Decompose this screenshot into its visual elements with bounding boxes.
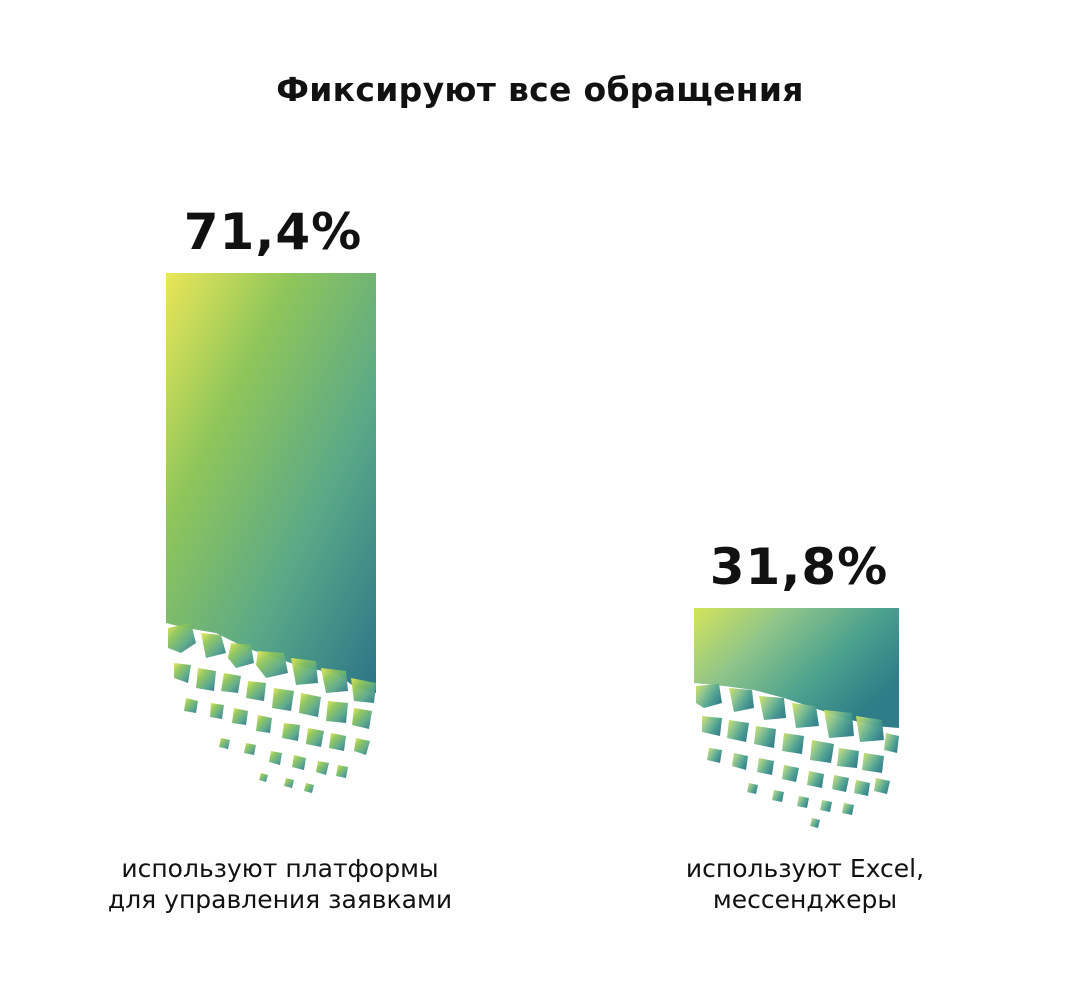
bar-label-line: для управления заявками [107,885,453,914]
bar-platforms [166,273,378,808]
bar-value-platforms: 71,4% [183,203,363,261]
bar-label-line: используют Excel, [685,854,925,883]
bar-label-line: используют платформы [121,854,439,883]
bar-value-excel: 31,8% [709,538,889,596]
bar-label-platforms: используют платформы для управления заяв… [60,853,500,915]
chart-title: Фиксируют все обращения [276,70,804,109]
bar-excel [694,608,900,838]
bar-label-line: мессенджеры [712,885,898,914]
bar-label-excel: используют Excel, мессенджеры [620,853,990,915]
